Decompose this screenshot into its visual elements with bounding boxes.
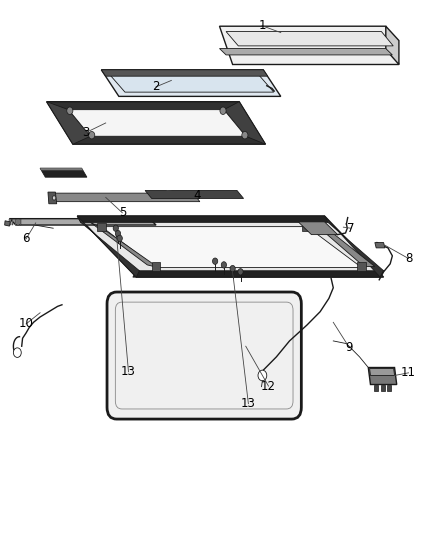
Text: 4: 4 (194, 189, 201, 203)
Text: 12: 12 (261, 379, 276, 393)
Polygon shape (20, 219, 21, 225)
Bar (301, 223, 310, 231)
Text: 13: 13 (121, 365, 136, 378)
Polygon shape (12, 219, 13, 225)
Polygon shape (374, 243, 384, 248)
Polygon shape (49, 193, 199, 201)
Polygon shape (373, 385, 378, 391)
Polygon shape (90, 222, 158, 268)
Text: 2: 2 (152, 80, 159, 93)
Polygon shape (386, 385, 391, 391)
Circle shape (117, 235, 122, 241)
Circle shape (221, 262, 226, 268)
Polygon shape (145, 190, 243, 198)
Polygon shape (380, 385, 384, 391)
Circle shape (230, 265, 235, 272)
Polygon shape (5, 221, 11, 226)
Bar (97, 223, 106, 231)
Polygon shape (109, 74, 273, 92)
Polygon shape (46, 102, 265, 144)
Polygon shape (17, 219, 18, 225)
Polygon shape (101, 70, 280, 96)
Circle shape (212, 258, 217, 264)
Text: 5: 5 (118, 206, 126, 219)
Polygon shape (14, 219, 16, 225)
Text: 3: 3 (82, 126, 89, 139)
Text: 6: 6 (22, 232, 30, 245)
Polygon shape (385, 26, 398, 64)
Polygon shape (223, 102, 265, 144)
Polygon shape (297, 222, 337, 235)
Circle shape (113, 225, 118, 231)
Polygon shape (226, 31, 392, 46)
Polygon shape (77, 216, 139, 277)
Polygon shape (48, 192, 57, 204)
Circle shape (88, 132, 95, 139)
Circle shape (258, 370, 266, 381)
Text: 9: 9 (345, 341, 353, 354)
Text: 10: 10 (18, 318, 33, 330)
Text: 13: 13 (240, 397, 255, 410)
Polygon shape (219, 49, 392, 55)
Circle shape (237, 269, 243, 275)
Polygon shape (77, 216, 327, 222)
Polygon shape (101, 227, 361, 268)
Bar (356, 262, 365, 271)
Polygon shape (369, 368, 394, 375)
Circle shape (52, 196, 56, 200)
Polygon shape (40, 168, 83, 170)
Circle shape (219, 107, 226, 115)
Bar (151, 262, 160, 271)
Text: 8: 8 (404, 252, 411, 265)
Polygon shape (312, 222, 374, 266)
Polygon shape (219, 26, 398, 64)
FancyBboxPatch shape (107, 292, 300, 419)
Circle shape (241, 132, 247, 139)
Circle shape (115, 230, 120, 237)
Polygon shape (77, 216, 383, 277)
Polygon shape (46, 102, 90, 144)
Polygon shape (10, 219, 155, 225)
Polygon shape (133, 271, 383, 277)
Text: 11: 11 (400, 366, 415, 379)
Polygon shape (324, 216, 383, 277)
Polygon shape (10, 219, 11, 225)
Text: 7: 7 (346, 222, 354, 235)
Polygon shape (367, 368, 396, 384)
Polygon shape (40, 168, 87, 177)
Text: 1: 1 (258, 19, 265, 32)
Circle shape (13, 348, 21, 358)
Polygon shape (101, 70, 267, 76)
Circle shape (67, 107, 73, 115)
Polygon shape (68, 110, 245, 136)
